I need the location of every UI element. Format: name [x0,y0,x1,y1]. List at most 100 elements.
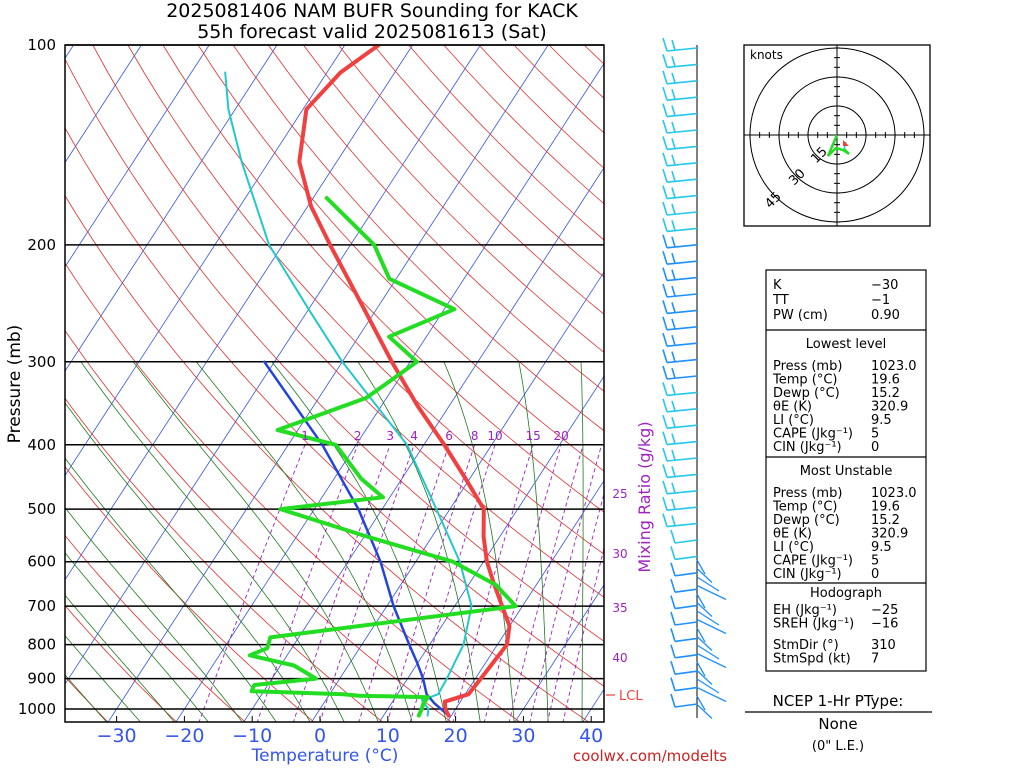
wind-barb [663,399,697,412]
wind-barb [671,678,697,691]
pressure-tick-label: 500 [27,500,56,518]
wind-barb [697,688,726,702]
temperature-tick-label: 10 [376,725,400,747]
wind-barb [663,87,697,100]
wind-barb [663,333,697,346]
wind-barb [697,654,726,668]
credit-text: coolwx.com/modelts [573,747,727,765]
dry-adiabat-line [0,45,178,723]
wind-barbs [663,38,726,719]
mixing-ratio-tick-label: 35 [612,601,627,615]
wind-barb [663,366,697,379]
hodograph-stats-row-label: SREH (Jkg⁻¹) [773,617,854,632]
wind-barb [671,530,697,543]
wind-barb [663,300,697,313]
parcel-path [264,362,448,716]
wind-barb [663,448,697,461]
ptype-value: None [818,715,857,733]
wind-barb [663,251,697,264]
wind-barb [663,218,697,231]
mixing-ratio-tick-label: 8 [471,429,479,443]
isotherm-line [0,45,413,723]
x-axis-label: Temperature (°C) [251,746,399,766]
wind-barb [697,569,712,583]
wind-barb [663,317,697,330]
index-top-row-label: PW (cm) [773,308,828,323]
hodograph: knots 15 30 45 [744,45,930,226]
ptype-heading: NCEP 1-Hr PType: [773,692,904,710]
wind-barb [697,603,712,617]
pressure-tick-label: 200 [27,236,56,254]
isotherm-line [40,45,481,723]
wind-barb [671,645,697,658]
mixing-ratio-tick-label: 15 [526,429,541,443]
wind-barb [697,671,712,685]
wind-barb [663,514,697,527]
wind-barb [663,54,697,67]
dry-adiabat-line [0,45,522,723]
index-top-row-label: TT [772,293,789,308]
wind-barb [663,497,697,510]
plot-frame [65,45,604,722]
mixing-ratio-tick-label: 4 [410,429,418,443]
moist-adiabat-line [81,362,345,723]
wind-barb [663,153,697,166]
isotherm-line [0,45,277,723]
wind-barb [671,661,697,674]
wind-barb [663,464,697,477]
moist-adiabat-line [519,362,548,723]
wind-barb [697,620,726,634]
wind-barb [671,546,697,559]
mixing-ratio-tick-label: 1 [301,429,309,443]
wind-barb [671,563,697,576]
mixing-ratio-tick-label: 40 [612,651,627,665]
moist-adiabat-line [581,362,583,723]
index-top-row-label: K [773,278,782,293]
mixing-ratio-tick-label: 3 [386,429,394,443]
wind-barb [663,136,697,149]
wind-barb [663,481,697,494]
wind-barb [663,186,697,199]
wind-barb [663,71,697,84]
wind-barb [663,284,697,297]
wind-barb [663,38,697,51]
wind-barb [663,120,697,133]
chart-title-line2: 55h forecast valid 2025081613 (Sat) [197,21,547,43]
wind-barb [671,628,697,641]
mixing-ratio-line [530,445,602,723]
most-unstable-heading: Most Unstable [800,464,893,479]
temperature-tick-label: 0 [314,725,326,747]
index-top-row-value: 0.90 [871,308,900,323]
lowest-level-heading: Lowest level [806,337,887,352]
moist-adiabat-line [0,362,175,723]
wind-barb [697,586,726,600]
wind-barb [671,596,697,609]
wind-barb [663,169,697,182]
wetbulb-profile [225,73,471,716]
hodograph-stats-heading: Hodograph [810,586,882,601]
hodograph-stats-row-value: −16 [871,617,898,632]
pressure-tick-label: 1000 [18,700,56,718]
wind-barb [663,415,697,428]
most-unstable-row-value: 0 [871,567,879,582]
y-axis-label: Pressure (mb) [5,325,25,444]
dry-adiabat-line [23,45,659,723]
dry-adiabat-line [0,45,247,723]
index-top-row-value: −30 [871,278,898,293]
lcl-label: LCL [619,689,643,704]
pressure-tick-label: 300 [27,353,56,371]
temperature-tick-label: −30 [97,725,137,747]
pressure-tick-label: 700 [27,597,56,615]
mixing-ratio-axis-label: Mixing Ratio (g/kg) [635,421,654,572]
most-unstable-row-label: CIN (Jkg⁻¹) [773,567,842,582]
moist-adiabat-line [444,362,514,723]
index-top-row-value: −1 [871,293,890,308]
isotherm-line [0,45,209,723]
isobar-lines [65,45,604,709]
wind-barb [671,579,697,592]
temperature-profile [299,45,509,716]
lowest-level-row-label: CIN (Jkg⁻¹) [773,440,842,455]
